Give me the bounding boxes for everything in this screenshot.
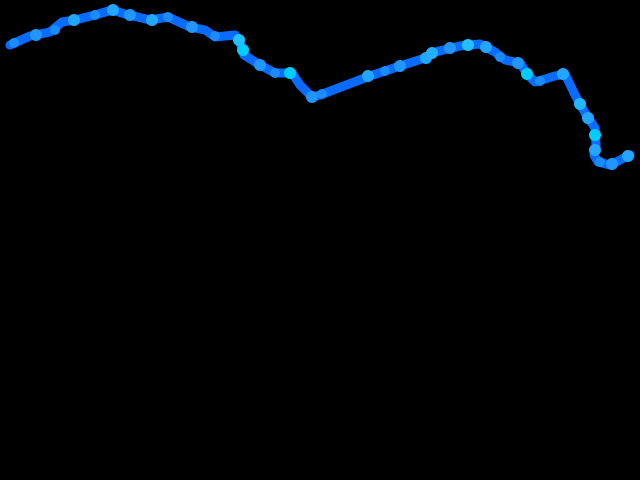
track-point (107, 4, 119, 16)
track-point (574, 98, 586, 110)
track-point (426, 47, 438, 59)
track-point (186, 21, 198, 33)
track-point (284, 67, 296, 79)
track-point (90, 10, 100, 20)
track-point (480, 41, 492, 53)
track-point (163, 12, 173, 22)
track-point (589, 129, 601, 141)
track-points (9, 4, 634, 170)
track-point (237, 44, 249, 56)
track-point (582, 112, 594, 124)
track-point (254, 59, 266, 71)
track-point (124, 9, 136, 21)
track-point (512, 57, 524, 69)
track-point (595, 157, 605, 167)
track-point (394, 60, 406, 72)
track-point (270, 68, 280, 78)
track-point (9, 38, 19, 48)
track-point (589, 144, 601, 156)
track-point (535, 76, 545, 86)
track-point (30, 29, 42, 41)
track-point (557, 68, 569, 80)
track-point (68, 14, 80, 26)
track-point (521, 68, 533, 80)
track-point (622, 150, 634, 162)
track-point (146, 14, 158, 26)
track-point (362, 70, 374, 82)
track-point (210, 31, 220, 41)
track-point (306, 91, 318, 103)
track-point (462, 39, 474, 51)
track-point (233, 34, 245, 46)
track-point (495, 52, 505, 62)
track-point (606, 158, 618, 170)
track-point (317, 89, 327, 99)
track-point (444, 42, 456, 54)
track-point (380, 66, 390, 76)
track-point (50, 25, 60, 35)
